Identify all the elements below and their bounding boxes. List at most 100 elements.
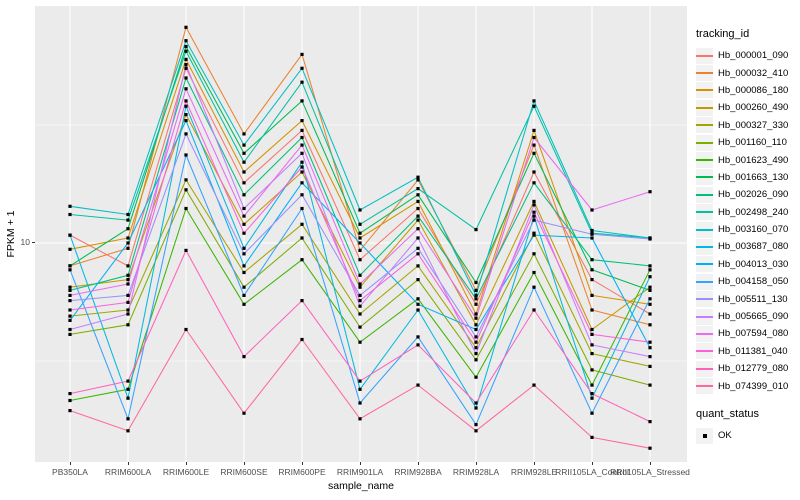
data-point-Hb_000001_090 <box>416 206 420 211</box>
data-point-Hb_000032_410 <box>590 308 594 312</box>
legend-entry-Hb_000327_330: Hb_000327_330 <box>696 117 800 134</box>
x-label-PB350LA: PB350LA <box>52 467 88 477</box>
data-point-Hb_011381_040 <box>474 340 478 344</box>
data-point-Hb_004013_030 <box>358 241 362 245</box>
legend-label: Hb_000260_490 <box>718 102 789 114</box>
x-label-RRII105LA_Control: RRII105LA_Control <box>555 467 629 477</box>
legend-label: Hb_001663_130 <box>718 171 789 183</box>
legend-key-line-icon <box>696 238 713 255</box>
data-point-Hb_000032_410 <box>242 132 246 136</box>
data-point-Hb_012779_080 <box>648 420 652 424</box>
data-point-Hb_001160_110 <box>648 383 652 387</box>
legend-key-square-icon <box>696 427 713 444</box>
data-point-Hb_074399_010 <box>358 417 362 421</box>
data-point-Hb_000032_410 <box>126 246 130 250</box>
data-point-Hb_001623_490 <box>358 340 362 344</box>
data-point-Hb_000086_180 <box>68 247 72 251</box>
data-point-Hb_001663_130 <box>416 193 420 197</box>
data-point-Hb_003160_070 <box>416 175 420 179</box>
data-point-Hb_000001_090 <box>590 278 594 282</box>
x-label-RRIM600SE: RRIM600SE <box>220 467 268 477</box>
data-point-Hb_001623_490 <box>474 375 478 379</box>
data-point-Hb_005511_130 <box>532 218 536 222</box>
data-point-Hb_007594_080 <box>184 87 188 91</box>
legend-color-line <box>696 263 713 266</box>
data-point-Hb_005511_130 <box>474 335 478 339</box>
legend-key-line-icon <box>696 273 713 290</box>
legend-entry-Hb_002026_090: Hb_002026_090 <box>696 186 800 203</box>
y-axis-title: FPKM + 1 <box>5 210 17 258</box>
data-point-Hb_003160_070 <box>358 208 362 212</box>
data-point-Hb_005511_130 <box>416 246 420 250</box>
data-point-Hb_012779_080 <box>300 299 304 303</box>
data-point-Hb_011381_040 <box>416 252 420 256</box>
data-point-Hb_003687_080 <box>416 308 420 312</box>
data-point-Hb_001663_130 <box>648 288 652 292</box>
legend-entry-quant-OK: OK <box>696 427 800 444</box>
data-point-Hb_002026_090 <box>590 258 594 262</box>
data-point-Hb_000260_490 <box>532 199 536 203</box>
legend-entry-Hb_007594_080: Hb_007594_080 <box>696 325 800 342</box>
data-point-Hb_002026_090 <box>474 297 478 301</box>
data-point-Hb_005665_090 <box>532 203 536 207</box>
data-point-Hb_002498_240 <box>416 187 420 191</box>
data-point-Hb_011381_040 <box>68 308 72 312</box>
data-point-Hb_003160_070 <box>532 99 536 103</box>
data-point-Hb_074399_010 <box>416 383 420 387</box>
legend-label: OK <box>718 430 732 441</box>
data-point-Hb_000086_180 <box>300 119 304 123</box>
data-point-Hb_005665_090 <box>416 236 420 240</box>
data-point-Hb_005665_090 <box>590 343 594 347</box>
legend-label: Hb_001160_110 <box>718 137 787 149</box>
legend-entry-Hb_005665_090: Hb_005665_090 <box>696 308 800 325</box>
data-point-Hb_000032_410 <box>416 178 420 182</box>
data-point-Hb_000260_490 <box>474 323 478 327</box>
x-tick-mark-RRII105LA_Stressed <box>650 462 651 465</box>
legend-label: Hb_011381_040 <box>718 345 788 357</box>
data-point-Hb_004158_050 <box>590 411 594 415</box>
x-label-RRIM600PE: RRIM600PE <box>278 467 326 477</box>
legend-key-line-icon <box>696 204 713 221</box>
data-point-Hb_001623_490 <box>532 270 536 275</box>
data-point-Hb_005511_130 <box>242 252 246 256</box>
data-point-Hb_002026_090 <box>300 135 304 140</box>
x-tick-mark-RRIM600PE <box>302 462 303 465</box>
legend-label: Hb_000032_410 <box>718 67 789 79</box>
data-point-Hb_001663_130 <box>474 280 478 285</box>
data-point-Hb_005511_130 <box>648 237 652 241</box>
legend-entry-Hb_001663_130: Hb_001663_130 <box>696 169 800 186</box>
data-point-Hb_003687_080 <box>126 396 130 400</box>
data-point-Hb_000260_490 <box>590 327 594 332</box>
data-point-Hb_003160_070 <box>68 204 72 208</box>
data-point-Hb_074399_010 <box>648 446 652 450</box>
legend-color-line <box>696 280 713 283</box>
data-point-Hb_002026_090 <box>358 273 362 277</box>
x-tick-mark-RRIM600LA <box>128 462 129 465</box>
legend-entry-Hb_001623_490: Hb_001623_490 <box>696 151 800 169</box>
legend-label: Hb_000086_180 <box>718 84 789 96</box>
legend-quant-status: quant_status OK <box>696 408 800 444</box>
data-point-Hb_000001_090 <box>300 128 304 132</box>
legend-key-line-icon <box>696 221 713 238</box>
legend-label: Hb_002026_090 <box>718 189 789 201</box>
data-point-Hb_000260_490 <box>184 113 188 117</box>
data-point-Hb_003160_070 <box>300 66 304 70</box>
data-point-Hb_012779_080 <box>358 379 362 383</box>
data-point-Hb_002498_240 <box>184 49 188 53</box>
x-label-RRIM928LE: RRIM928LE <box>510 467 558 477</box>
data-point-Hb_001663_130 <box>358 231 362 235</box>
data-point-Hb_000086_180 <box>126 236 130 240</box>
data-point-Hb_005511_130 <box>68 299 72 303</box>
data-point-Hb_004013_030 <box>242 264 246 268</box>
legend-label: Hb_001623_490 <box>718 154 789 166</box>
data-point-Hb_003160_070 <box>184 39 188 43</box>
data-point-Hb_002026_090 <box>416 214 420 218</box>
legend-entry-Hb_004158_050: Hb_004158_050 <box>696 273 800 290</box>
data-point-Hb_005665_090 <box>300 151 304 155</box>
legend-entry-Hb_005511_130: Hb_005511_130 <box>696 290 800 308</box>
legend-key-line-icon <box>696 343 713 360</box>
data-point-Hb_000327_330 <box>416 264 420 268</box>
data-point-Hb_001663_130 <box>126 227 130 231</box>
data-point-Hb_002498_240 <box>532 104 536 108</box>
data-point-Hb_000086_180 <box>532 128 536 132</box>
